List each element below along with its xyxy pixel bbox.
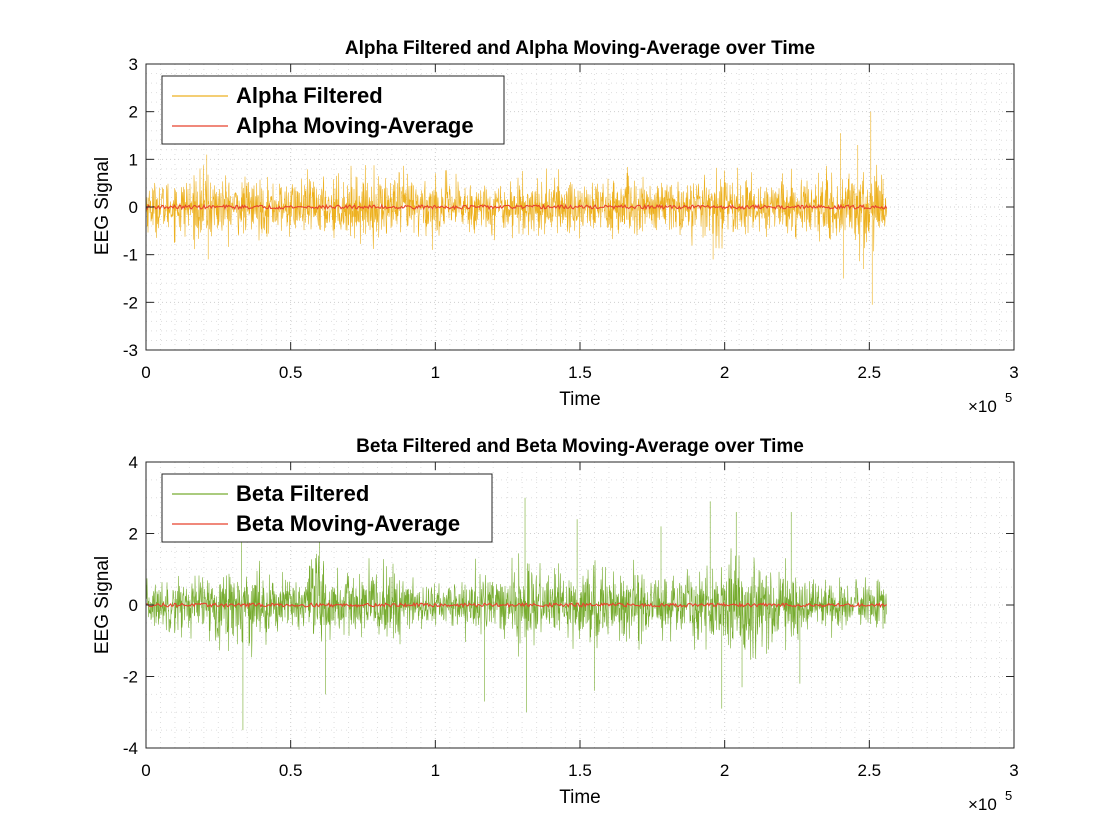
x-axis-label: Time bbox=[559, 787, 601, 808]
y-tick-label: -3 bbox=[123, 341, 138, 360]
x-tick-label: 2.5 bbox=[858, 363, 882, 382]
legend: Alpha Filtered Alpha Moving-Average bbox=[161, 75, 505, 145]
y-tick-label: -1 bbox=[123, 246, 138, 265]
x-tick-label: 0 bbox=[141, 761, 150, 780]
x-tick-label: 2.5 bbox=[858, 761, 882, 780]
y-tick-labels: -3 -2 -1 0 1 2 3 bbox=[123, 55, 138, 360]
y-tick-label: -2 bbox=[123, 668, 138, 687]
series-lines bbox=[145, 497, 887, 731]
x-exponent-base: ×10 bbox=[968, 397, 997, 416]
y-tick-label: -4 bbox=[123, 739, 138, 758]
alpha-chart-panel: Alpha Filtered and Alpha Moving-Average … bbox=[92, 38, 1019, 416]
x-tick-label: 2 bbox=[720, 761, 729, 780]
chart-title: Alpha Filtered and Alpha Moving-Average … bbox=[345, 38, 815, 59]
x-tick-label: 1 bbox=[431, 363, 440, 382]
x-tick-label: 3 bbox=[1009, 761, 1018, 780]
x-tick-label: 0.5 bbox=[279, 761, 303, 780]
x-exponent: ×10 5 bbox=[968, 390, 1012, 416]
legend-box bbox=[161, 473, 493, 543]
x-tick-label: 3 bbox=[1009, 363, 1018, 382]
x-tick-labels: 0 0.5 1 1.5 2 2.5 3 bbox=[141, 363, 1018, 382]
axis-ticks bbox=[145, 63, 1015, 351]
y-axis-label: EEG Signal bbox=[92, 157, 113, 255]
x-tick-label: 1.5 bbox=[568, 363, 592, 382]
y-axis-label: EEG Signal bbox=[92, 556, 113, 654]
series-lines bbox=[145, 111, 888, 305]
y-tick-label: -2 bbox=[123, 293, 138, 312]
legend: Beta Filtered Beta Moving-Average bbox=[161, 473, 493, 543]
x-tick-label: 1.5 bbox=[568, 761, 592, 780]
legend-box bbox=[161, 75, 505, 145]
y-tick-label: 0 bbox=[129, 198, 138, 217]
y-tick-label: 0 bbox=[129, 596, 138, 615]
beta-chart-panel: Beta Filtered and Beta Moving-Average ov… bbox=[92, 436, 1019, 814]
y-tick-label: 2 bbox=[129, 525, 138, 544]
y-tick-label: 1 bbox=[129, 150, 138, 169]
series-line-beta-filtered bbox=[145, 497, 887, 731]
series-line-alpha-filtered bbox=[145, 111, 887, 305]
x-tick-labels: 0 0.5 1 1.5 2 2.5 3 bbox=[141, 761, 1018, 780]
series-line-beta-moving-average bbox=[145, 601, 887, 609]
x-exponent: ×10 5 bbox=[968, 788, 1012, 814]
y-tick-label: 4 bbox=[129, 453, 138, 472]
y-tick-labels: -4 -2 0 2 4 bbox=[123, 453, 138, 758]
axis-ticks bbox=[145, 461, 1015, 749]
legend-label-alpha-filtered: Alpha Filtered bbox=[236, 83, 383, 108]
x-tick-label: 2 bbox=[720, 363, 729, 382]
y-tick-label: 2 bbox=[129, 103, 138, 122]
y-tick-label: 3 bbox=[129, 55, 138, 74]
x-tick-label: 0 bbox=[141, 363, 150, 382]
x-tick-label: 0.5 bbox=[279, 363, 303, 382]
x-exponent-power: 5 bbox=[1005, 788, 1012, 803]
chart-title: Beta Filtered and Beta Moving-Average ov… bbox=[356, 436, 804, 457]
x-exponent-power: 5 bbox=[1005, 390, 1012, 405]
legend-label-beta-moving-average: Beta Moving-Average bbox=[236, 511, 460, 536]
legend-label-alpha-moving-average: Alpha Moving-Average bbox=[236, 113, 474, 138]
x-exponent-base: ×10 bbox=[968, 795, 997, 814]
x-tick-label: 1 bbox=[431, 761, 440, 780]
series-line-alpha-moving-average bbox=[145, 203, 888, 211]
legend-label-beta-filtered: Beta Filtered bbox=[236, 481, 369, 506]
x-axis-label: Time bbox=[559, 389, 601, 410]
